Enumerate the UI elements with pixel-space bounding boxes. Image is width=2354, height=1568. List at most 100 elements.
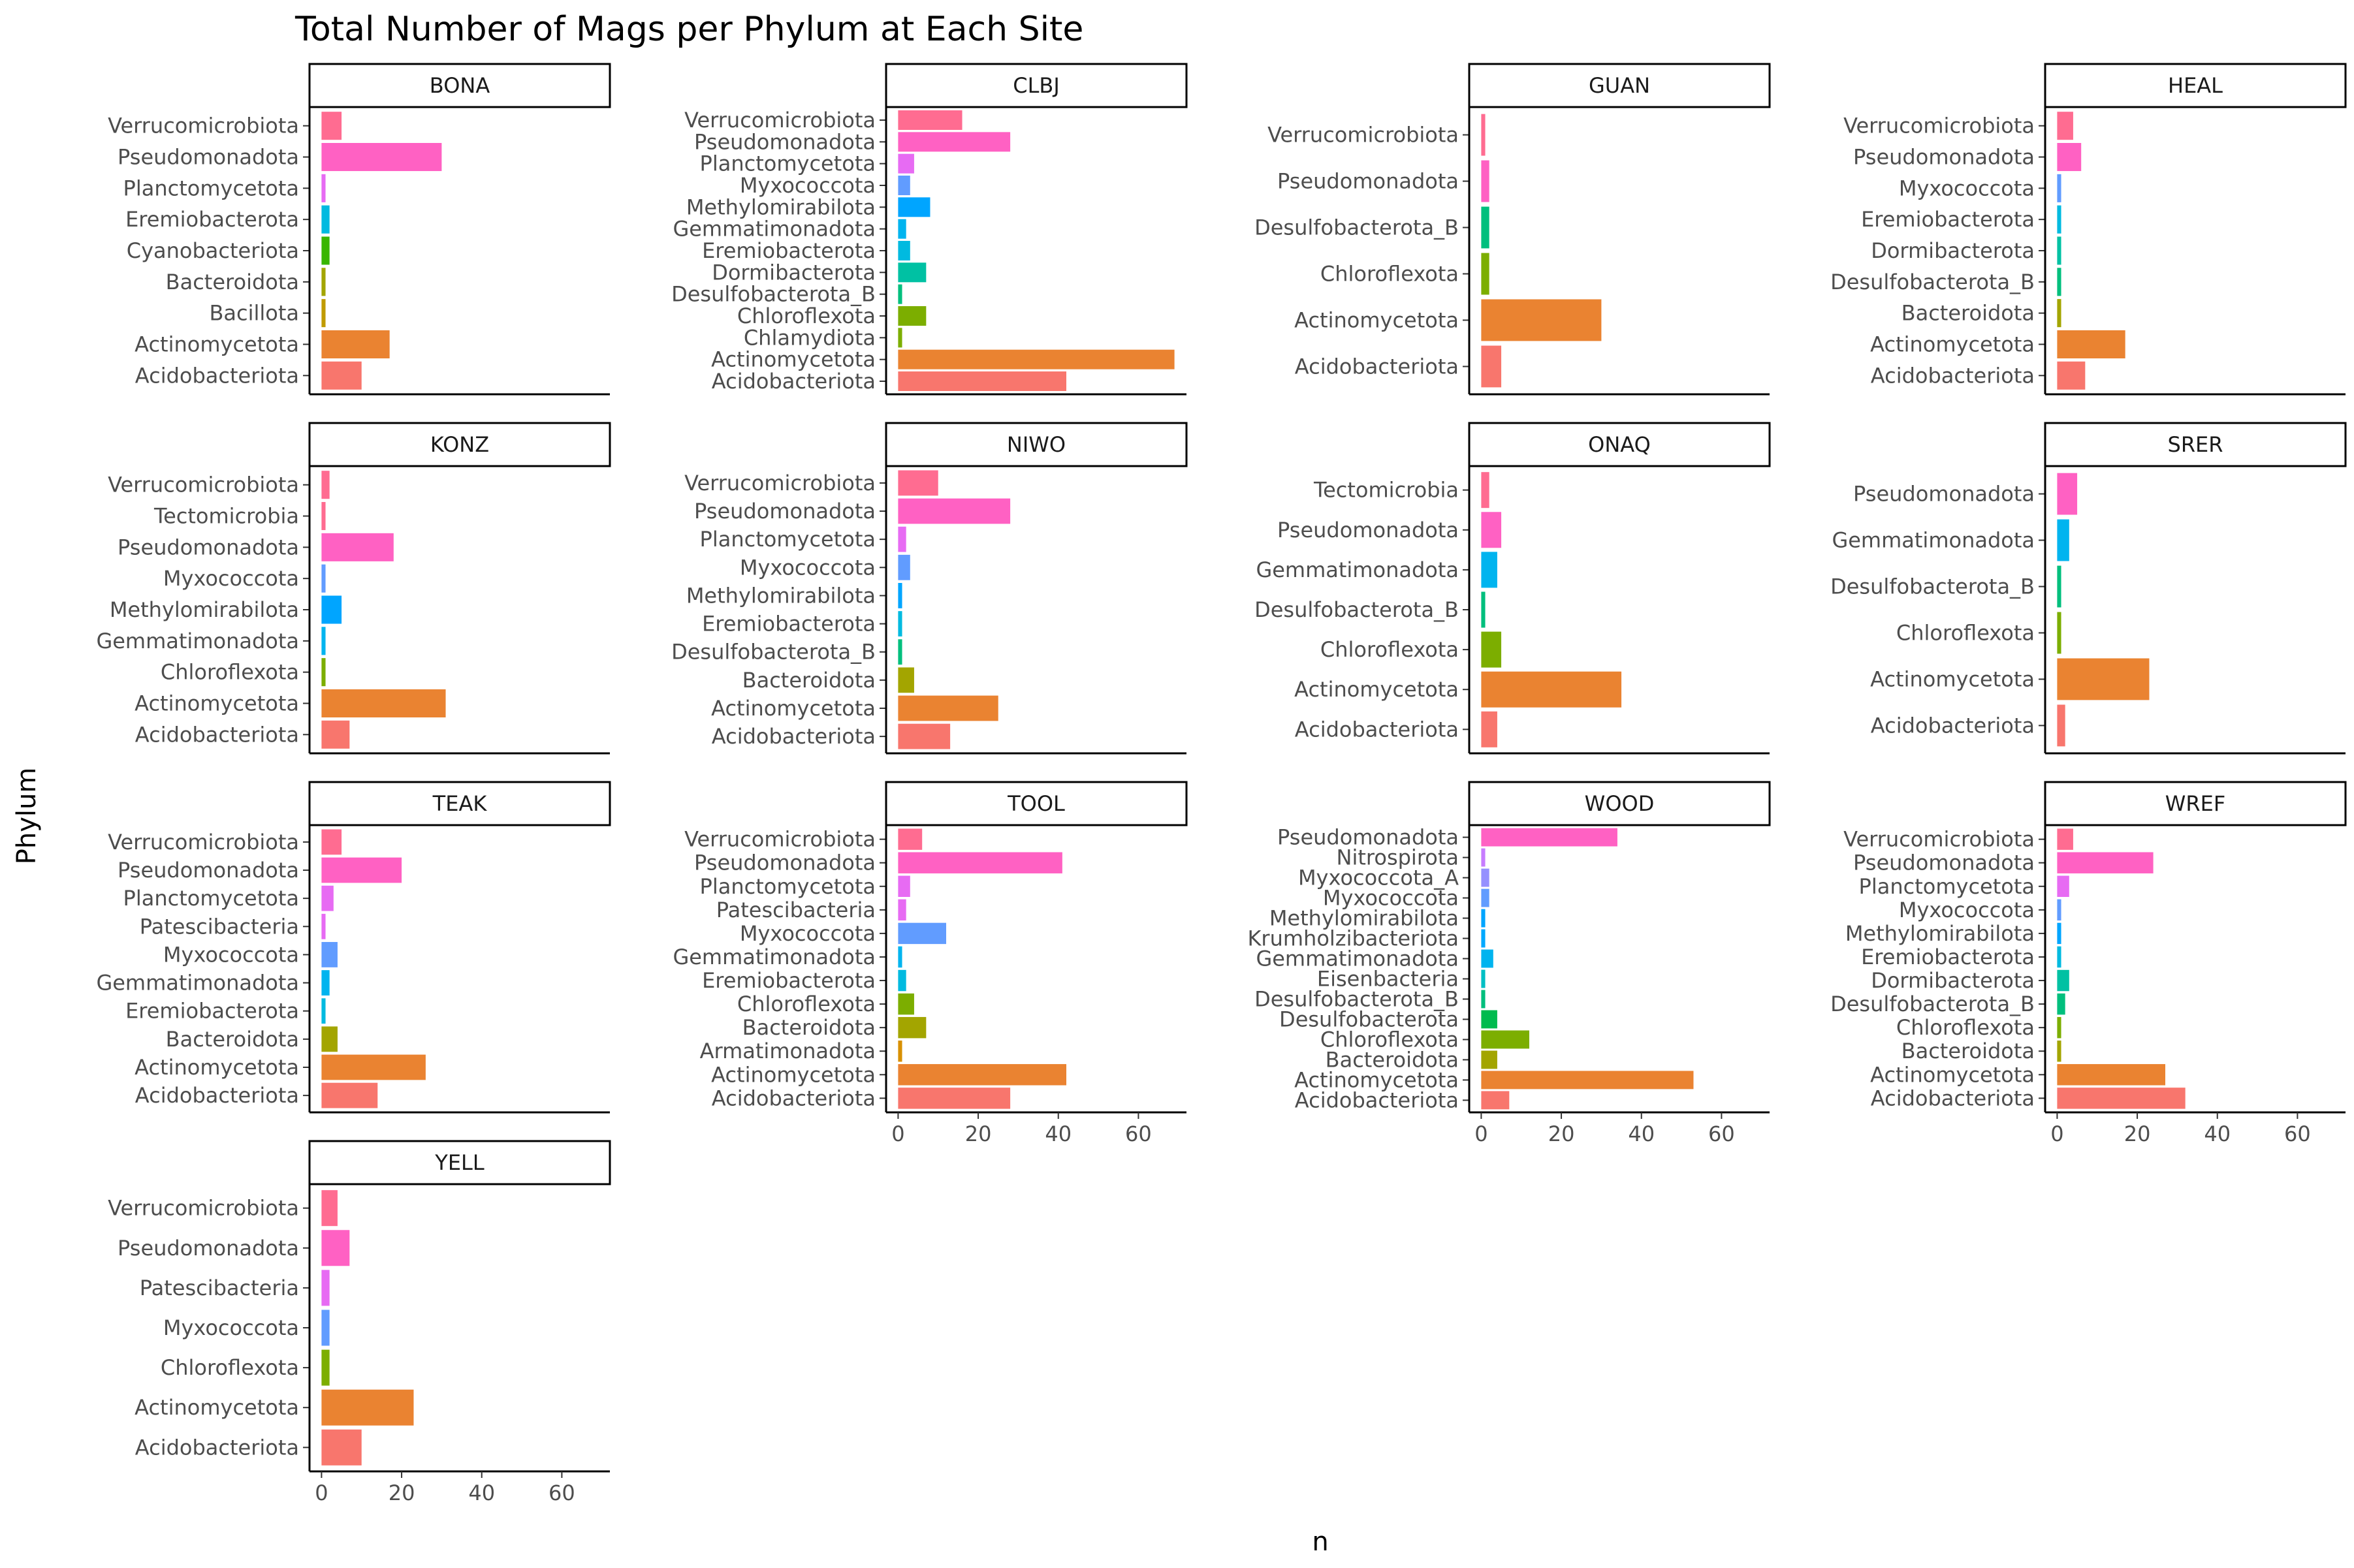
category-label: Methylomirabilota xyxy=(1845,921,2035,946)
category-label: Verrucomicrobiota xyxy=(108,1196,299,1221)
category-label: Patescibacteria xyxy=(140,1276,299,1300)
category-label: Myxococcota xyxy=(740,173,876,198)
bar-myxococcota xyxy=(898,922,946,945)
category-label: Verrucomicrobiota xyxy=(1843,114,2035,138)
bar-pseudomonadota xyxy=(2057,143,2082,172)
category-label: Chloroflexota xyxy=(737,304,876,328)
bar-krumholzibacteriota xyxy=(1481,929,1486,948)
category-label: Myxococcota xyxy=(740,555,876,580)
facet-strip xyxy=(2044,63,2347,108)
facet-strip-label: KONZ xyxy=(430,432,489,457)
category-label: Bacteroidota xyxy=(166,1027,299,1052)
bar-acidobacteriota xyxy=(1481,345,1502,388)
category-label: Cyanobacteriota xyxy=(127,238,299,263)
x-tick-label: 40 xyxy=(2204,1121,2231,1146)
bar-chloroflexota xyxy=(321,1349,330,1386)
category-label: Methylomirabilota xyxy=(686,195,876,219)
category-label: Actinomycetota xyxy=(135,332,299,356)
category-label: Bacteroidota xyxy=(1326,1047,1459,1072)
category-label: Patescibacteria xyxy=(140,914,299,939)
bar-desulfobacterota_b xyxy=(898,639,902,665)
category-label: Bacteroidota xyxy=(1901,1039,2035,1063)
bar-verrucomicrobiota xyxy=(2057,112,2073,140)
category-label: Myxococcota xyxy=(163,942,299,967)
category-label: Eisenbacteria xyxy=(1317,966,1459,991)
bar-eremiobacterota xyxy=(898,241,910,260)
bar-actinomycetota xyxy=(898,349,1175,369)
category-label: Acidobacteriota xyxy=(1871,713,2035,738)
bar-eremiobacterota xyxy=(321,998,326,1024)
facet-strip xyxy=(885,63,1188,108)
category-label: Eremiobacterota xyxy=(125,999,299,1024)
category-label: Acidobacteriota xyxy=(135,363,299,388)
category-label: Acidobacteriota xyxy=(1295,354,1459,379)
category-label: Acidobacteriota xyxy=(712,1086,876,1110)
bar-pseudomonadota xyxy=(321,143,442,172)
bar-actinomycetota xyxy=(2057,658,2150,700)
bar-pseudomonadota xyxy=(898,498,1011,524)
x-axis-title: n xyxy=(1312,1527,1328,1557)
category-label: Bacillota xyxy=(209,301,299,326)
category-label: Dormibacterota xyxy=(712,260,876,285)
bar-actinomycetota xyxy=(321,1389,414,1426)
facet-panel-yell: YELL Verrucomicrobiota Pseudomonadota Pates… xyxy=(108,1140,611,1505)
category-label: Actinomycetota xyxy=(1870,1062,2035,1087)
facet-panel-niwo: NIWO Verrucomicrobiota Pseudomonadota Planc… xyxy=(671,422,1188,755)
x-tick-label: 60 xyxy=(549,1481,575,1505)
category-label: Acidobacteriota xyxy=(712,369,876,394)
bar-planctomycetota xyxy=(2057,875,2069,897)
bar-methylomirabilota xyxy=(898,197,930,217)
facet-panel-heal: HEAL Verrucomicrobiota Pseudomonadota Myxoc… xyxy=(1830,63,2347,396)
bar-eremiobacterota xyxy=(898,969,906,992)
category-label: Acidobacteriota xyxy=(135,1083,299,1108)
category-label: Pseudomonadota xyxy=(118,1236,299,1261)
category-label: Actinomycetota xyxy=(1870,666,2035,691)
facet-strip-label: GUAN xyxy=(1589,73,1650,98)
bar-gemmatimonadota xyxy=(898,219,906,239)
bar-myxococcota xyxy=(2057,174,2061,202)
category-label: Pseudomonadota xyxy=(118,858,299,883)
facet-strip xyxy=(885,781,1188,826)
category-label: Actinomycetota xyxy=(135,1055,299,1080)
category-label: Acidobacteriota xyxy=(135,1435,299,1460)
category-label: Acidobacteriota xyxy=(1871,1086,2035,1110)
bar-pseudomonadota xyxy=(2057,852,2154,873)
category-label: Eremiobacterota xyxy=(702,612,876,636)
bar-dormibacterota xyxy=(2057,236,2061,265)
bar-chloroflexota xyxy=(898,993,914,1015)
bar-gemmatimonadota xyxy=(898,946,902,968)
category-label: Actinomycetota xyxy=(1294,677,1459,702)
bar-acidobacteriota xyxy=(898,723,951,749)
category-label: Actinomycetota xyxy=(711,1062,876,1087)
bar-desulfobacterota_b xyxy=(898,284,902,304)
bar-pseudomonadota xyxy=(898,852,1062,873)
bar-verrucomicrobiota xyxy=(898,828,923,850)
category-label: Pseudomonadota xyxy=(694,851,876,875)
bar-eremiobacterota xyxy=(2057,205,2061,234)
bar-verrucomicrobiota xyxy=(321,112,342,140)
facet-panels: BONAVerrucomicrobiotaPseudomonadotaPlanc… xyxy=(96,63,2347,1505)
facet-panel-wood: WOODPseudomonadotaNitrospirotaMyxococcot… xyxy=(1247,781,1771,1146)
facet-strip xyxy=(2044,422,2347,467)
x-tick-label: 40 xyxy=(1045,1121,1072,1146)
category-label: Planctomycetota xyxy=(700,151,876,176)
category-label: Actinomycetota xyxy=(135,1395,299,1420)
bar-acidobacteriota xyxy=(2057,1088,2186,1109)
bar-acidobacteriota xyxy=(321,720,350,749)
category-label: Acidobacteriota xyxy=(1871,363,2035,388)
x-tick-label: 0 xyxy=(891,1121,904,1146)
bar-desulfobacterota xyxy=(1481,1010,1497,1029)
category-label: Bacteroidota xyxy=(1901,301,2035,326)
x-tick-label: 20 xyxy=(389,1481,415,1505)
category-label: Actinomycetota xyxy=(711,696,876,721)
bar-verrucomicrobiota xyxy=(2057,828,2073,850)
category-label: Eremiobacterota xyxy=(702,968,876,993)
facet-panel-wref: WREF VerrucomicrobiotaPseudomonadotaPlanc… xyxy=(1830,781,2347,1146)
bar-actinomycetota xyxy=(898,1064,1066,1086)
category-label: Gemmatimonadota xyxy=(1832,528,2035,553)
category-label: Krumholzibacteriota xyxy=(1247,926,1459,951)
facet-panel-clbj: CLBJ VerrucomicrobiotaPseudomonadotaPlanc… xyxy=(671,63,1188,396)
facet-strip-label: CLBJ xyxy=(1013,73,1060,98)
facet-strip-label: TEAK xyxy=(432,791,488,816)
category-label: Desulfobacterota_B xyxy=(1830,992,2035,1016)
